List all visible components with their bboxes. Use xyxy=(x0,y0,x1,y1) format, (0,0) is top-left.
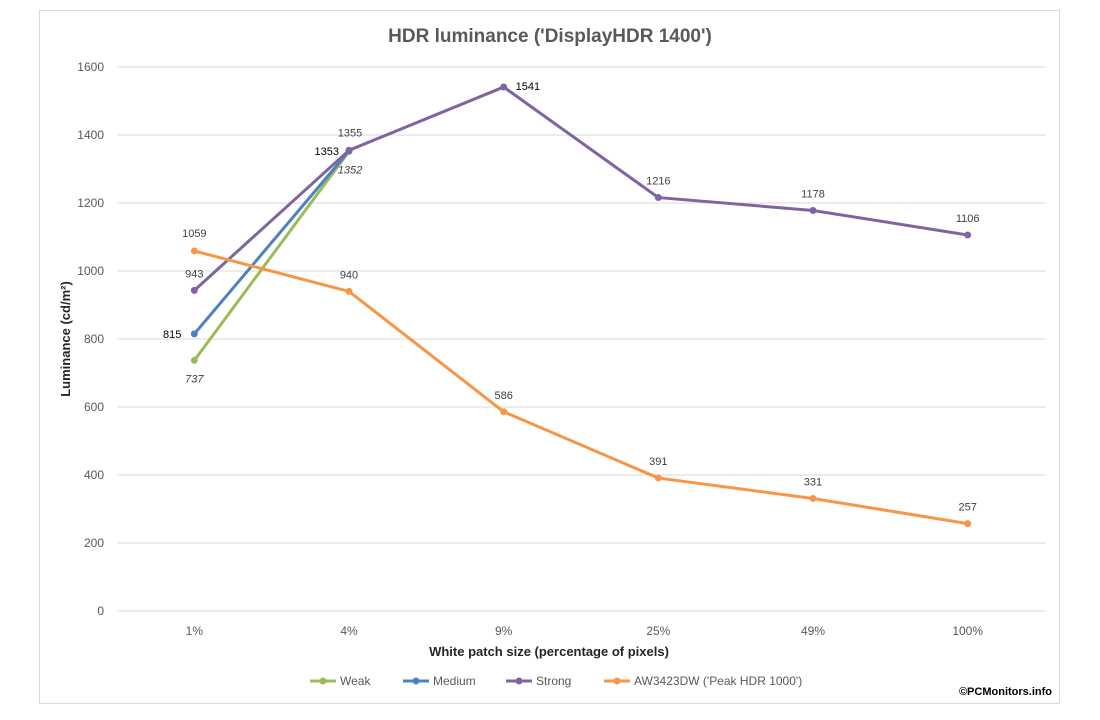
data-label: 815 xyxy=(163,329,181,341)
data-label: 1355 xyxy=(338,127,362,139)
data-point xyxy=(500,408,508,416)
legend-label: Strong xyxy=(536,674,571,688)
data-point xyxy=(345,146,353,154)
data-label: 586 xyxy=(494,390,512,402)
data-point xyxy=(964,231,972,239)
data-label: 257 xyxy=(958,502,976,514)
y-tick-label: 1400 xyxy=(77,128,104,142)
y-tick-label: 800 xyxy=(84,332,104,346)
y-tick-label: 1200 xyxy=(77,196,104,210)
x-tick-label: 100% xyxy=(952,624,983,638)
series-line xyxy=(193,150,351,335)
y-tick-label: 0 xyxy=(97,604,104,618)
data-point xyxy=(190,247,198,255)
data-labels: 737 1352 815 1353 943 1355 1541 1216 1178 1106 105… xyxy=(163,81,980,514)
y-axis-title: Luminance (cd/m²) xyxy=(58,281,73,397)
chart-title: HDR luminance ('DisplayHDR 1400') xyxy=(388,26,712,47)
series-lines xyxy=(193,85,968,526)
data-label: 1541 xyxy=(516,81,540,93)
data-point xyxy=(190,356,198,364)
x-tick-label: 4% xyxy=(340,624,358,638)
data-label: 391 xyxy=(649,456,667,468)
legend: Weak Medium Strong AW3423DW ('Peak HDR 1000… xyxy=(310,674,802,688)
legend-label: Weak xyxy=(340,674,371,688)
data-point xyxy=(809,494,817,502)
data-label: 1216 xyxy=(646,176,670,188)
y-tick-label: 1600 xyxy=(77,60,104,74)
data-point xyxy=(190,286,198,294)
series-line xyxy=(193,249,968,526)
y-axis-ticks: 0 200 400 600 800 1000 1200 1400 1600 xyxy=(77,60,104,618)
data-point xyxy=(654,474,662,482)
data-point xyxy=(964,520,972,528)
data-label: 331 xyxy=(804,476,822,488)
y-tick-label: 200 xyxy=(84,536,104,550)
y-tick-label: 600 xyxy=(84,400,104,414)
x-tick-label: 25% xyxy=(646,624,670,638)
data-point xyxy=(500,83,508,91)
series-line xyxy=(193,150,351,362)
data-point xyxy=(345,287,353,295)
legend-label: Medium xyxy=(433,674,476,688)
x-axis-title: White patch size (percentage of pixels) xyxy=(429,644,669,659)
data-label: 1059 xyxy=(182,228,206,240)
y-tick-label: 400 xyxy=(84,468,104,482)
data-label: 940 xyxy=(340,269,358,281)
data-point xyxy=(654,194,662,202)
data-label: 1178 xyxy=(801,188,825,200)
data-point xyxy=(190,330,198,338)
x-tick-label: 1% xyxy=(186,624,204,638)
data-label: 737 xyxy=(185,373,204,385)
legend-swatch-marker xyxy=(319,677,327,685)
legend-swatch-marker xyxy=(515,677,523,685)
data-point xyxy=(809,206,817,214)
data-label: 1106 xyxy=(956,213,980,225)
legend-label: AW3423DW ('Peak HDR 1000') xyxy=(634,674,802,688)
gridlines xyxy=(117,66,1045,612)
series-points xyxy=(190,83,972,528)
legend-swatch-marker xyxy=(412,677,420,685)
x-tick-label: 49% xyxy=(801,624,825,638)
x-axis-ticks: 1% 4% 9% 25% 49% 100% xyxy=(186,624,984,638)
x-tick-label: 9% xyxy=(495,624,513,638)
legend-swatch-marker xyxy=(613,677,621,685)
data-label: 1353 xyxy=(315,146,339,158)
data-label: 943 xyxy=(185,268,203,280)
copyright-text: ©PCMonitors.info xyxy=(959,686,1052,698)
series-line xyxy=(193,85,968,292)
y-tick-label: 1000 xyxy=(77,264,104,278)
chart-frame xyxy=(39,10,1060,704)
data-label: 1352 xyxy=(338,164,362,176)
